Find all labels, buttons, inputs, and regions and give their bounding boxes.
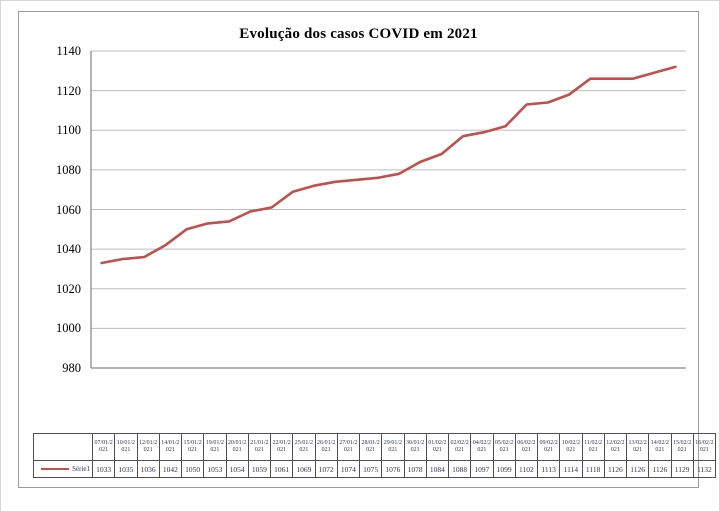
value-cell: 1054 — [225, 460, 249, 478]
value-cell: 1126 — [603, 460, 628, 478]
date-header-cell: 07/01/2 021 — [91, 433, 116, 461]
value-cell: 1118 — [581, 460, 605, 478]
date-header-cell: 22/01/2 021 — [269, 433, 294, 461]
legend-series1: Série1 — [33, 460, 93, 478]
chart-data-table: 07/01/2 021 10/01/2 021 12/01/2 021 14/01/2… — [33, 433, 717, 478]
value-cell: 1075 — [358, 460, 383, 478]
date-header-cell: 26/01/2 021 — [314, 433, 338, 461]
value-cell: 1084 — [425, 460, 450, 478]
date-header-cell: 13/02/2 021 — [625, 433, 650, 461]
chart-title: Evolução dos casos COVID em 2021 — [239, 26, 478, 42]
value-cell: 1126 — [648, 460, 672, 478]
value-cell: 1132 — [692, 460, 717, 478]
value-cell: 1035 — [114, 460, 138, 478]
date-header-cell: 25/01/2 021 — [292, 433, 316, 461]
y-tick-label: 980 — [62, 361, 81, 375]
value-cell: 1099 — [492, 460, 516, 478]
value-cell: 1113 — [536, 460, 561, 478]
data-table: 07/01/2 021 10/01/2 021 12/01/2 021 14/01/2… — [33, 433, 717, 478]
value-cell: 1059 — [247, 460, 272, 478]
date-header-cell: 12/01/2 021 — [136, 433, 160, 461]
y-tick-label: 1100 — [56, 123, 81, 138]
date-header-cell: 15/02/2 021 — [670, 433, 694, 461]
date-header-cell: 16/02/2 021 — [692, 433, 717, 461]
y-tick-label: 1000 — [56, 321, 81, 336]
value-cell: 1042 — [158, 460, 183, 478]
value-cell: 1061 — [269, 460, 294, 478]
date-header-cell: 05/02/2 021 — [492, 433, 516, 461]
date-header-cell: 12/02/2 021 — [603, 433, 628, 461]
y-tick-label: 1040 — [56, 242, 81, 257]
y-tick-label: 1120 — [56, 83, 81, 98]
date-header-cell: 29/01/2 021 — [381, 433, 405, 461]
value-cell: 1114 — [559, 460, 583, 478]
date-header-cell: 27/01/2 021 — [336, 433, 361, 461]
date-header-cell: 14/02/2 021 — [648, 433, 672, 461]
date-header-cell: 30/01/2 021 — [403, 433, 427, 461]
table-corner-blank — [33, 433, 93, 461]
value-cell: 1033 — [91, 460, 116, 478]
date-header-cell: 01/02/2 021 — [425, 433, 450, 461]
value-cell: 1088 — [447, 460, 472, 478]
value-cell: 1050 — [180, 460, 205, 478]
value-cell: 1036 — [136, 460, 160, 478]
date-header-cell: 02/02/2 021 — [447, 433, 472, 461]
series-line-key-icon — [41, 468, 70, 470]
value-cell: 1074 — [336, 460, 361, 478]
date-header-cell: 11/02/2 021 — [581, 433, 605, 461]
legend-series-label: Série1 — [72, 465, 90, 473]
value-cell: 1076 — [381, 460, 405, 478]
value-cell: 1072 — [314, 460, 338, 478]
value-cell: 1126 — [625, 460, 650, 478]
date-header-cell: 04/02/2 021 — [470, 433, 494, 461]
date-header-cell: 06/02/2 021 — [514, 433, 539, 461]
date-header-cell: 20/01/2 021 — [225, 433, 249, 461]
date-header-cell: 19/01/2 021 — [203, 433, 227, 461]
value-cell: 1078 — [403, 460, 427, 478]
value-cell: 1069 — [292, 460, 316, 478]
y-tick-label: 1020 — [56, 281, 81, 296]
value-cell: 1102 — [514, 460, 539, 478]
date-header-cell: 09/02/2 021 — [536, 433, 561, 461]
value-cell: 1129 — [670, 460, 694, 478]
date-header-cell: 10/01/2 021 — [114, 433, 138, 461]
value-cell: 1053 — [203, 460, 227, 478]
date-header-cell: 28/01/2 021 — [358, 433, 383, 461]
date-header-cell: 10/02/2 021 — [559, 433, 583, 461]
y-tick-label: 1080 — [56, 162, 81, 177]
date-header-cell: 21/01/2 021 — [247, 433, 272, 461]
date-header-cell: 15/01/2 021 — [180, 433, 205, 461]
chart-frame: Evolução dos casos COVID em 2021 — [18, 11, 699, 488]
date-header-cell: 14/01/2 021 — [158, 433, 183, 461]
y-tick-label: 1140 — [56, 44, 81, 58]
value-cell: 1097 — [470, 460, 494, 478]
y-tick-label: 1060 — [56, 202, 81, 217]
